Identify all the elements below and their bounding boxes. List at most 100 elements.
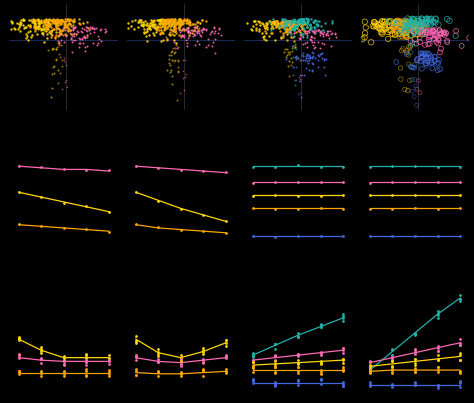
Point xyxy=(146,23,154,29)
Point xyxy=(434,193,441,199)
Point xyxy=(200,345,207,351)
Point xyxy=(150,21,157,28)
Point xyxy=(366,359,374,365)
Point xyxy=(70,33,77,40)
Point xyxy=(411,380,419,387)
Point xyxy=(80,34,88,40)
Point xyxy=(456,342,464,349)
Point xyxy=(21,24,29,30)
Point xyxy=(287,21,294,27)
Point xyxy=(49,16,57,23)
Point xyxy=(10,25,18,31)
Point xyxy=(392,31,399,37)
Point xyxy=(183,39,191,46)
Point xyxy=(407,63,415,70)
Point xyxy=(277,24,285,31)
Point xyxy=(69,22,76,28)
Point xyxy=(83,34,91,40)
Point xyxy=(190,21,197,27)
Point xyxy=(155,198,162,204)
Point xyxy=(409,19,417,25)
Point xyxy=(413,58,421,64)
Point xyxy=(332,34,339,41)
Point xyxy=(55,31,63,38)
Point xyxy=(393,28,401,34)
Point xyxy=(24,22,32,29)
Point xyxy=(417,26,424,32)
Point xyxy=(54,16,61,23)
Point xyxy=(179,20,187,26)
Point xyxy=(283,26,291,32)
Point xyxy=(170,26,177,32)
Point xyxy=(57,37,64,43)
Point xyxy=(261,23,268,29)
Point xyxy=(292,46,300,52)
Point xyxy=(282,18,289,25)
Point xyxy=(302,55,310,61)
Point xyxy=(65,16,73,23)
Point xyxy=(82,368,90,374)
Point xyxy=(298,16,306,23)
Point xyxy=(410,25,417,32)
Point xyxy=(200,355,207,362)
Point xyxy=(332,30,339,37)
Point xyxy=(69,37,77,43)
Point xyxy=(195,28,202,35)
Point xyxy=(320,64,328,71)
Point xyxy=(177,20,185,26)
Point xyxy=(272,352,279,359)
Point xyxy=(185,19,192,25)
Point xyxy=(149,21,156,28)
Point xyxy=(297,57,305,64)
Point xyxy=(443,37,451,44)
Point xyxy=(304,18,311,24)
Point xyxy=(164,18,172,25)
Point xyxy=(161,23,168,29)
Point xyxy=(299,24,307,30)
Point xyxy=(389,25,397,31)
Point xyxy=(440,31,447,37)
Point xyxy=(61,55,68,61)
Point xyxy=(155,346,162,353)
Point xyxy=(163,67,171,74)
Point xyxy=(16,19,24,25)
Point xyxy=(434,233,441,240)
Point xyxy=(294,332,302,339)
Point xyxy=(434,33,441,40)
Point xyxy=(174,69,182,75)
Point xyxy=(57,31,65,37)
Point xyxy=(428,29,436,36)
Point xyxy=(40,19,48,25)
Point xyxy=(155,351,162,358)
Point xyxy=(272,382,279,388)
Point xyxy=(80,32,88,39)
Point xyxy=(56,21,64,27)
Point xyxy=(285,29,292,35)
Point xyxy=(456,342,464,349)
Point xyxy=(282,23,289,29)
Point xyxy=(138,21,146,27)
Point xyxy=(171,21,178,28)
Point xyxy=(389,358,396,364)
Point xyxy=(304,16,311,23)
Point xyxy=(317,322,324,328)
Point xyxy=(299,20,307,26)
Point xyxy=(105,209,113,215)
Point xyxy=(275,25,283,31)
Point xyxy=(171,27,179,33)
Point xyxy=(64,17,72,23)
Point xyxy=(60,353,67,359)
Point xyxy=(170,32,177,38)
Point xyxy=(314,64,321,70)
Point xyxy=(420,51,428,58)
Point xyxy=(290,16,298,22)
Point xyxy=(89,25,96,31)
Point xyxy=(440,29,448,35)
Point xyxy=(294,364,302,370)
Point xyxy=(417,21,425,28)
Point xyxy=(174,68,182,74)
Point xyxy=(436,49,444,56)
Point xyxy=(423,27,430,34)
Point xyxy=(278,21,286,27)
Point xyxy=(11,25,18,32)
